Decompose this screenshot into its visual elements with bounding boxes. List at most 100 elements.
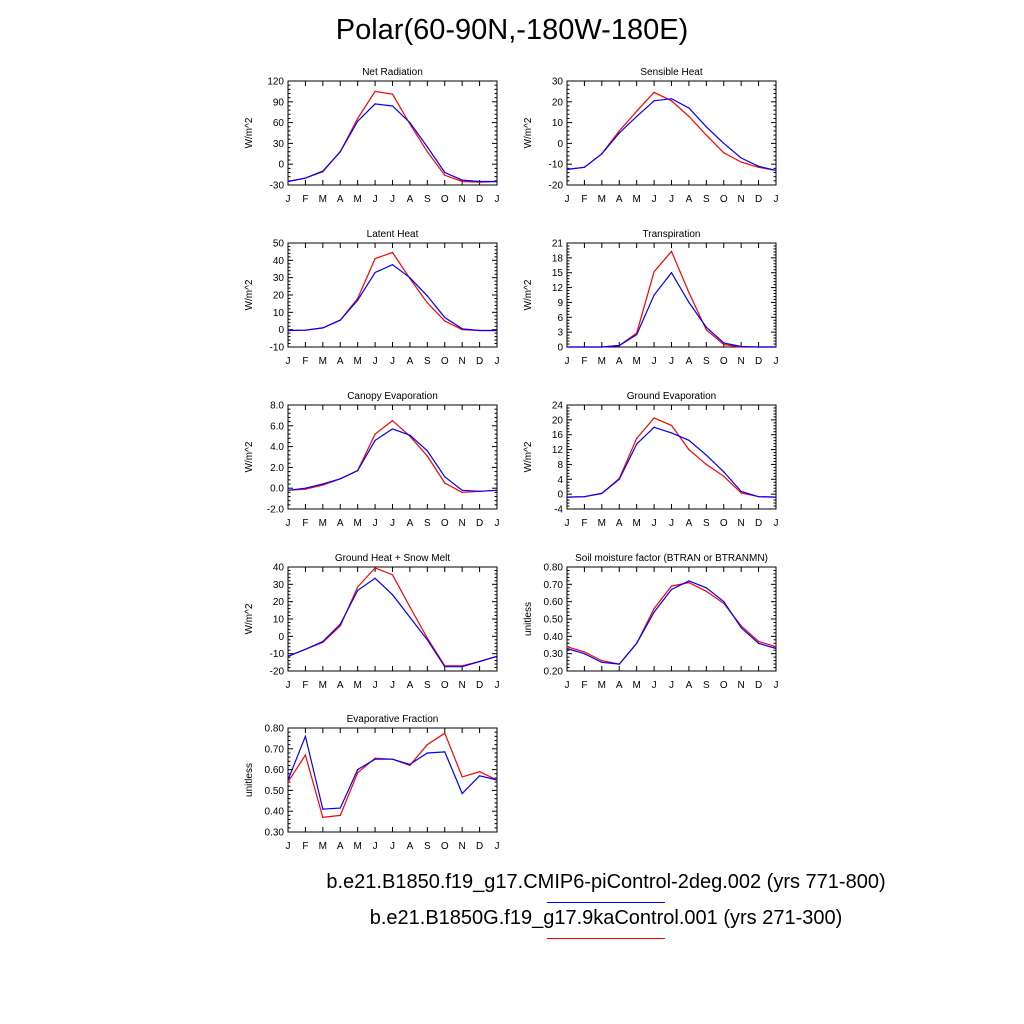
data-point — [496, 779, 498, 781]
y-axis-label: W/m^2 — [523, 117, 534, 148]
series-line — [287, 577, 498, 668]
data-point — [304, 735, 307, 737]
data-point — [566, 346, 568, 348]
data-point — [374, 757, 376, 759]
y-tick-label: 4 — [557, 475, 563, 486]
x-tick-label: O — [441, 518, 449, 529]
x-tick-label: S — [424, 518, 431, 529]
data-point — [723, 343, 725, 346]
x-tick-label: A — [616, 518, 623, 529]
x-tick-label: A — [337, 680, 344, 691]
x-tick-label: M — [353, 356, 361, 367]
data-point — [374, 90, 376, 92]
x-tick-label: J — [286, 680, 291, 691]
x-tick-label: F — [302, 356, 308, 367]
x-tick-label: J — [669, 356, 674, 367]
data-point — [444, 174, 446, 176]
data-point — [496, 655, 498, 657]
data-point — [723, 152, 725, 154]
y-tick-label: 20 — [273, 597, 285, 608]
data-point — [339, 814, 341, 816]
x-tick-label: O — [441, 356, 449, 367]
x-tick-label: F — [302, 194, 308, 205]
data-point — [339, 151, 341, 153]
data-point — [740, 490, 742, 493]
plot-frame — [566, 242, 777, 348]
data-point — [322, 640, 324, 643]
series-line — [567, 250, 776, 348]
y-tick-label: 90 — [273, 97, 285, 108]
data-point — [757, 496, 760, 498]
x-tick-label: J — [669, 518, 674, 529]
data-point — [409, 616, 411, 618]
data-point — [601, 661, 603, 663]
y-axis-label: W/m^2 — [523, 441, 534, 472]
y-tick-label: 30 — [273, 139, 285, 150]
x-tick-label: A — [686, 680, 693, 691]
data-point — [444, 666, 446, 668]
x-tick-label: M — [632, 518, 640, 529]
x-tick-label: J — [286, 518, 291, 529]
x-tick-label: J — [495, 356, 500, 367]
y-tick-label: -10 — [549, 160, 564, 171]
data-point — [461, 328, 463, 330]
data-point — [740, 161, 742, 163]
x-tick-label: S — [703, 518, 710, 529]
data-point — [426, 637, 428, 639]
x-tick-label: S — [703, 680, 710, 691]
panel-5: Canopy Evaporation W/m^2 -2.0 0.0 2.0 4.0 6.0 8… — [244, 391, 500, 529]
data-point — [426, 295, 428, 297]
y-tick-label: 20 — [273, 291, 285, 302]
data-point — [775, 646, 777, 648]
data-point — [409, 606, 411, 608]
x-tick-label: D — [476, 518, 483, 529]
panel-title: Sensible Heat — [640, 67, 702, 78]
x-tick-label: N — [738, 194, 745, 205]
data-point — [478, 775, 481, 777]
y-tick-label: 50 — [273, 239, 285, 250]
data-point — [444, 171, 446, 174]
series-line — [566, 98, 777, 171]
y-tick-label: 0 — [278, 325, 284, 336]
y-tick-label: 0.30 — [544, 649, 564, 660]
data-point — [357, 589, 359, 592]
series-line — [287, 567, 498, 667]
x-tick-label: N — [459, 518, 466, 529]
series-line — [566, 426, 777, 498]
plot-frame — [566, 80, 777, 186]
data-point — [426, 639, 428, 641]
data-point — [478, 180, 481, 183]
data-point — [670, 272, 673, 274]
data-point — [339, 807, 341, 809]
y-tick-label: 30 — [552, 77, 564, 88]
x-tick-label: N — [459, 356, 466, 367]
panel-title: Soil moisture factor (BTRAN or BTRANMN) — [575, 553, 768, 564]
x-tick-label: D — [476, 841, 483, 852]
x-tick-label: S — [703, 356, 710, 367]
y-tick-label: 0.20 — [544, 667, 564, 678]
x-tick-label: M — [353, 194, 361, 205]
series-line — [566, 581, 777, 665]
data-point — [653, 426, 655, 428]
x-tick-label: S — [703, 194, 710, 205]
x-tick-label: A — [337, 518, 344, 529]
data-point — [670, 100, 673, 102]
x-tick-label: A — [337, 841, 344, 852]
panel-9: Evaporative Fraction unitless 0.30 0.40 0.50… — [244, 714, 500, 852]
y-tick-label: 9 — [557, 298, 563, 309]
data-point — [374, 567, 376, 569]
data-point — [653, 91, 655, 94]
data-point — [583, 651, 586, 653]
series-line — [287, 732, 498, 819]
x-tick-label: M — [319, 841, 327, 852]
plot-frame — [566, 566, 777, 672]
data-point — [705, 463, 707, 466]
x-tick-label: N — [738, 680, 745, 691]
y-tick-label: -10 — [270, 343, 285, 354]
y-tick-label: 4.0 — [270, 442, 284, 453]
data-point — [461, 776, 463, 778]
data-point — [636, 110, 638, 112]
data-point — [461, 489, 463, 491]
data-point — [740, 345, 742, 348]
